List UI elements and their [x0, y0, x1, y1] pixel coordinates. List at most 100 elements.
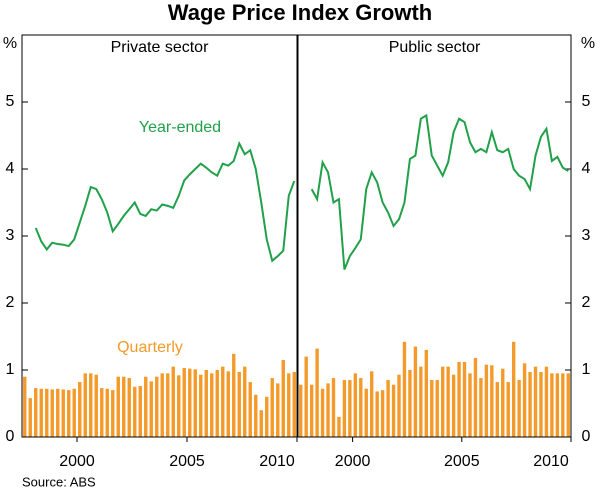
- bar: [495, 382, 499, 437]
- bar: [506, 382, 510, 437]
- bar: [89, 373, 93, 437]
- bar: [331, 378, 336, 437]
- y-tick-label: 4: [6, 160, 15, 177]
- bar: [353, 373, 358, 437]
- bar: [511, 341, 516, 437]
- bar: [177, 375, 181, 437]
- bar: [50, 389, 54, 437]
- bar: [122, 376, 126, 437]
- bar: [561, 373, 565, 437]
- panel-title: Public sector: [389, 39, 481, 56]
- bar: [364, 388, 368, 437]
- y-tick-label: 2: [582, 294, 591, 311]
- bar: [287, 373, 291, 437]
- bar: [501, 368, 505, 437]
- bar: [221, 366, 225, 437]
- bar: [83, 373, 87, 437]
- bar: [215, 370, 219, 437]
- bar: [199, 374, 203, 437]
- bar: [408, 370, 412, 437]
- bar: [402, 341, 407, 437]
- bar: [440, 366, 445, 437]
- bar: [490, 365, 494, 437]
- bar: [391, 384, 396, 437]
- bar: [528, 372, 532, 437]
- y-axis-label: %: [3, 35, 17, 52]
- series-label: Quarterly: [117, 339, 183, 356]
- bar: [127, 378, 131, 437]
- bar: [188, 368, 192, 437]
- bar: [45, 388, 49, 437]
- bar: [435, 380, 439, 437]
- bar: [533, 366, 538, 437]
- bar: [304, 356, 308, 437]
- y-tick-label: 3: [582, 227, 591, 244]
- bar: [326, 383, 330, 437]
- bar: [468, 373, 472, 437]
- bar: [522, 363, 527, 437]
- line: [34, 140, 296, 263]
- bar: [462, 361, 467, 437]
- bar: [204, 370, 208, 437]
- bar: [243, 366, 247, 437]
- y-tick-label: 4: [582, 160, 591, 177]
- bar: [210, 373, 214, 437]
- bar: [457, 361, 461, 437]
- bar: [254, 394, 258, 437]
- y-tick-label: 0: [582, 428, 591, 445]
- y-tick-label: 2: [6, 294, 15, 311]
- bar: [116, 376, 120, 437]
- line: [310, 113, 569, 270]
- bar: [193, 369, 197, 437]
- bar: [160, 373, 164, 437]
- y-tick-label: 1: [582, 361, 591, 378]
- bar: [232, 353, 236, 437]
- bar: [166, 373, 170, 437]
- bar: [419, 366, 423, 437]
- bar: [67, 390, 71, 437]
- bar: [281, 359, 285, 437]
- bar: [34, 388, 38, 437]
- bar: [292, 372, 296, 437]
- y-tick-label: 5: [6, 93, 15, 110]
- bar: [342, 380, 347, 437]
- bar: [94, 374, 98, 437]
- bar: [566, 373, 570, 437]
- bar: [171, 366, 175, 437]
- bar: [555, 373, 560, 437]
- bar: [276, 383, 280, 437]
- bar: [380, 390, 385, 437]
- bar: [337, 416, 341, 437]
- source-note: Source: ABS: [22, 474, 96, 489]
- bar: [270, 378, 274, 437]
- bar: [299, 384, 303, 437]
- bar: [144, 376, 148, 437]
- bar: [111, 390, 115, 437]
- bar: [133, 386, 137, 437]
- panel-title: Private sector: [111, 39, 209, 56]
- bar: [430, 380, 434, 437]
- bar: [39, 388, 43, 437]
- x-tick-label: 2010: [259, 453, 295, 470]
- bar: [182, 367, 186, 437]
- x-tick-label: 2005: [444, 453, 480, 470]
- bar: [226, 371, 230, 437]
- bar: [544, 366, 549, 437]
- bar: [424, 349, 429, 437]
- bar: [155, 376, 159, 437]
- bar: [315, 348, 319, 437]
- plot-frame: [297, 34, 572, 438]
- bar: [517, 380, 521, 437]
- bar: [138, 386, 142, 437]
- x-tick-label: 2000: [335, 453, 371, 470]
- x-tick-label: 2010: [533, 453, 569, 470]
- x-tick-label: 2000: [59, 453, 95, 470]
- bar: [375, 391, 379, 437]
- bar: [473, 357, 478, 437]
- bar: [28, 398, 32, 437]
- y-tick-label: 0: [6, 428, 15, 445]
- bar: [72, 388, 76, 437]
- bar: [451, 374, 456, 437]
- plot-frame: [21, 34, 298, 438]
